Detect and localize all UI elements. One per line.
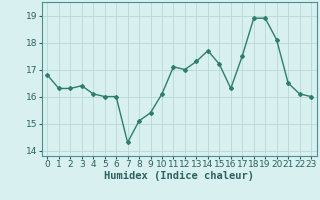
X-axis label: Humidex (Indice chaleur): Humidex (Indice chaleur) (104, 171, 254, 181)
